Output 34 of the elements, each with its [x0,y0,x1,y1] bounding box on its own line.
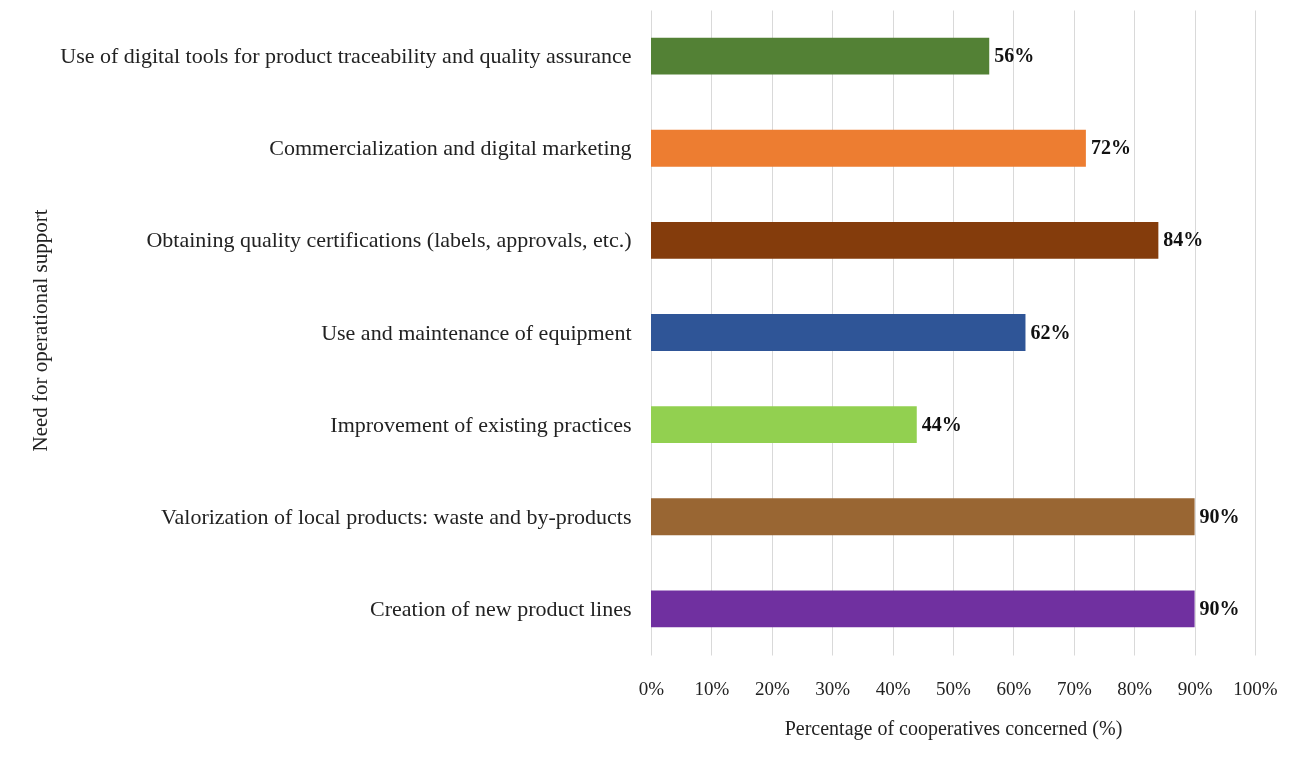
bar [651,314,1026,351]
x-tick-label: 30% [815,677,851,699]
x-tick-label: 80% [1117,677,1153,699]
y-tick-label: Improvement of existing practices [330,411,632,437]
y-tick-label: Commercialization and digital marketing [269,135,632,161]
bar [651,590,1195,628]
y-tick-label: Obtaining quality certifications (labels, approvals, etc.) [146,227,632,253]
y-tick-label: Valorization of local products: waste and by-products [161,503,632,529]
x-tick-label: 10% [694,677,730,699]
data-label: 90% [1199,596,1240,619]
bar [651,406,917,444]
y-axis-title: Need for operational support [27,209,52,452]
y-tick-label: Use and maintenance of equipment [321,319,632,345]
data-label: 84% [1163,228,1204,251]
bar [651,37,990,75]
x-tick-label: 20% [754,677,790,699]
data-label: 44% [921,412,962,435]
x-tick-label: 50% [936,677,972,699]
data-label: 90% [1199,504,1240,527]
data-label: 62% [1030,320,1071,343]
bar [651,129,1086,167]
x-tick-label: 60% [996,677,1032,699]
x-tick-label: 90% [1177,677,1213,699]
x-axis-title: Percentage of cooperatives concerned (%) [784,716,1123,740]
data-label: 56% [994,44,1035,67]
bar [651,221,1159,259]
x-tick-label: 70% [1056,677,1092,699]
x-tick-label: 100% [1233,677,1278,699]
y-tick-label: Creation of new product lines [370,595,632,621]
y-tick-label: Use of digital tools for product traceability and quality assurance [60,43,632,69]
x-tick-label: 0% [638,677,665,699]
x-tick-label: 40% [875,677,911,699]
data-label: 72% [1090,136,1131,159]
bar [651,498,1195,536]
